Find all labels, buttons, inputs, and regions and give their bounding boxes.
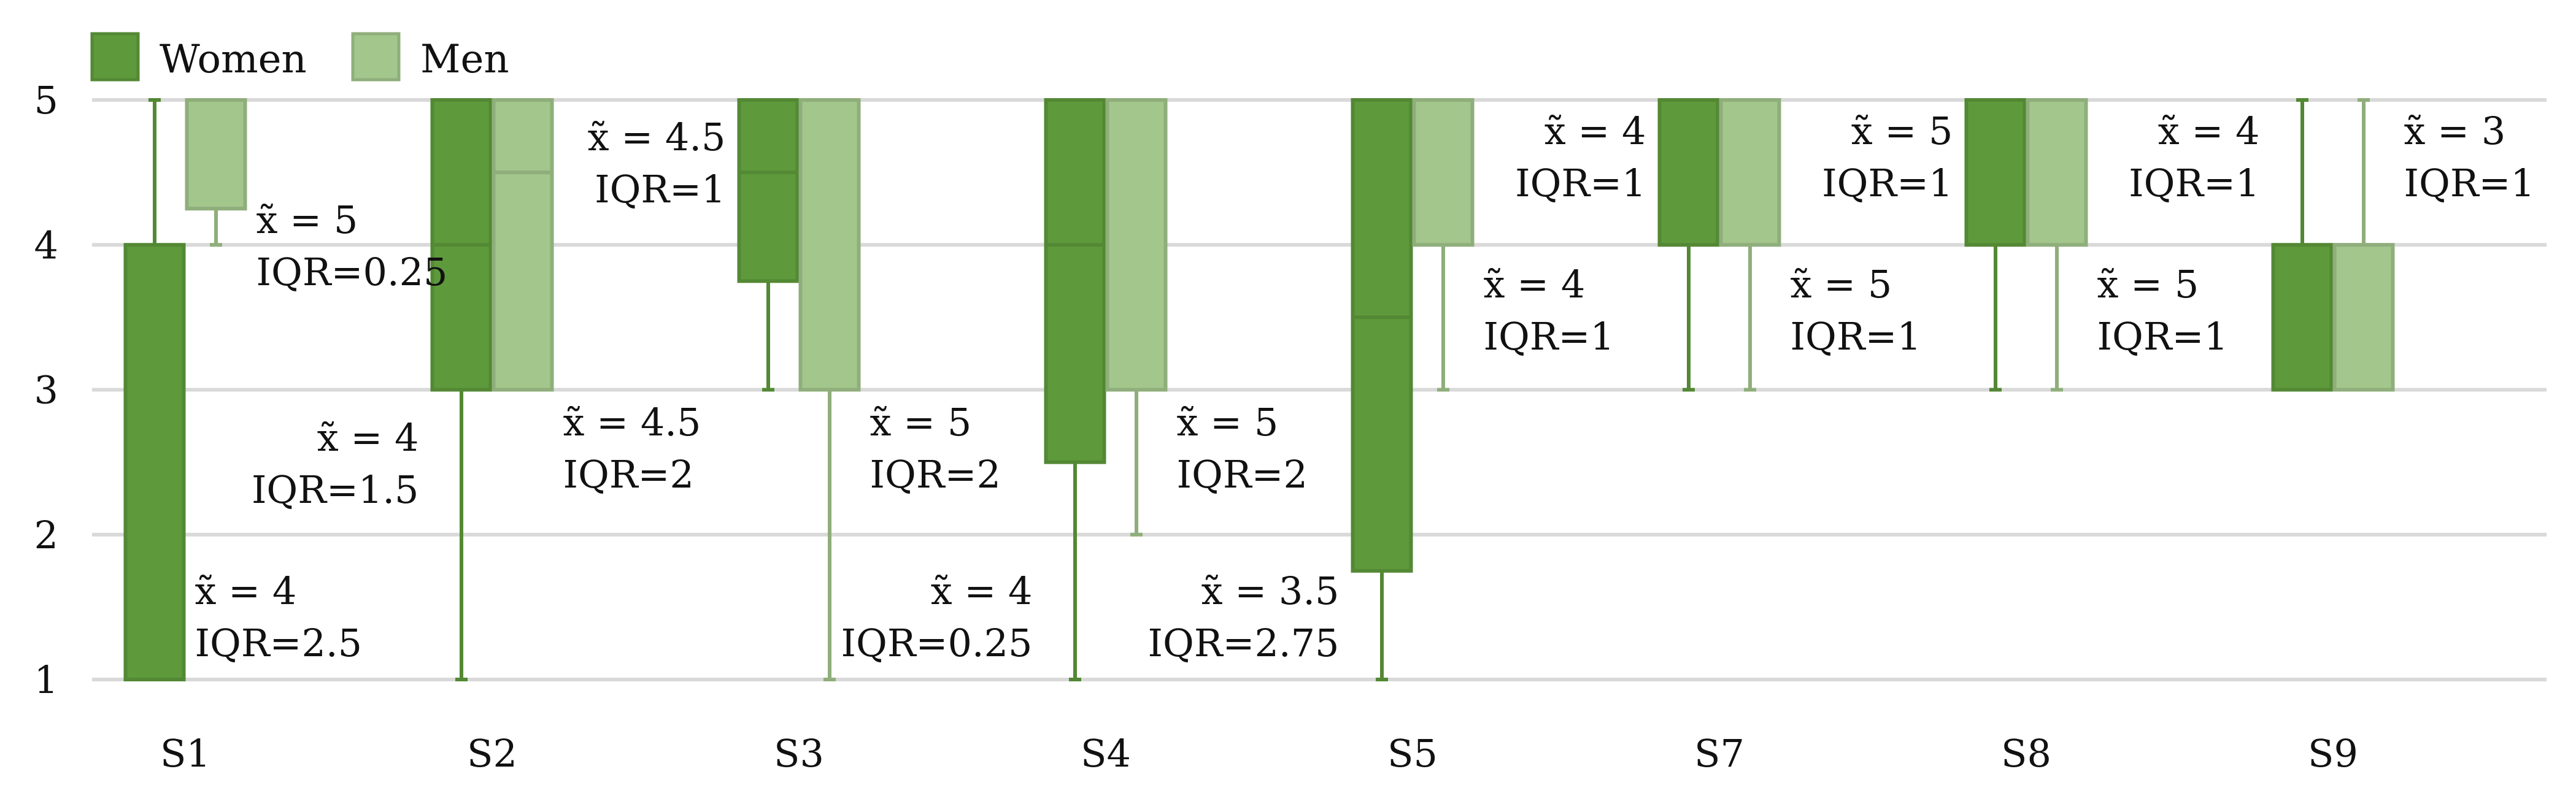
box-women-s5 <box>1353 100 1411 680</box>
box-women-s2 <box>433 100 491 680</box>
median-annotation: x̃ = 3.5 <box>1201 569 1340 613</box>
iqr-annotation: IQR=1 <box>1515 161 1646 205</box>
iqr-annotation: IQR=1 <box>2404 161 2535 205</box>
box-women-s9 <box>2273 100 2332 390</box>
median-annotation: x̃ = 4 <box>931 569 1033 613</box>
box-men-s2 <box>494 100 552 390</box>
median-annotation: x̃ = 5 <box>256 197 358 242</box>
box-men-s8 <box>2028 100 2086 390</box>
box-iqr <box>2335 245 2393 389</box>
iqr-annotation: IQR=2.5 <box>195 621 363 665</box>
iqr-annotation: IQR=2 <box>870 452 1001 497</box>
iqr-annotation: IQR=0.25 <box>256 250 448 294</box>
box-iqr <box>1721 100 1780 245</box>
box-iqr <box>1967 100 2025 245</box>
box-men-s5 <box>1414 100 1473 390</box>
median-annotation: x̃ = 4 <box>1544 109 1646 153</box>
iqr-annotation: IQR=1 <box>1484 314 1614 359</box>
y-axis-ticks: 1 2 3 4 5 <box>34 78 58 702</box>
median-annotation: x̃ = 4 <box>2158 109 2260 153</box>
x-tick-label: S1 <box>160 731 210 776</box>
legend-item-men: Men <box>353 34 509 82</box>
legend-swatch <box>353 34 399 80</box>
iqr-annotation: IQR=2 <box>563 452 694 497</box>
median-annotation: x̃ = 5 <box>1177 400 1279 445</box>
box-men-s9 <box>2335 100 2393 390</box>
box-iqr <box>1046 100 1105 462</box>
x-tick-label: S7 <box>1694 731 1745 776</box>
box-iqr <box>494 100 552 390</box>
box-men-s3 <box>801 100 859 680</box>
legend-label: Men <box>420 37 509 82</box>
box-iqr <box>1108 100 1166 390</box>
box-iqr <box>801 100 859 390</box>
x-tick-label: S8 <box>2001 731 2051 776</box>
median-annotation: x̃ = 5 <box>1851 109 1953 153</box>
median-annotation: x̃ = 5 <box>870 400 972 445</box>
x-axis-ticks: S1 S2 S3 S4 S5 S7 S8 S9 <box>160 731 2358 776</box>
median-annotation: x̃ = 4 <box>1484 262 1586 307</box>
box-women-s8 <box>1967 100 2025 390</box>
iqr-annotation: IQR=0.25 <box>841 621 1033 665</box>
box-iqr <box>2028 100 2086 245</box>
x-tick-label: S2 <box>467 731 517 776</box>
iqr-annotation: IQR=1 <box>595 167 725 212</box>
iqr-annotation: IQR=1 <box>1791 314 1921 359</box>
legend: Women Men <box>92 34 509 82</box>
box-iqr <box>1660 100 1718 245</box>
box-women-s3 <box>739 100 798 390</box>
y-tick-label: 4 <box>34 223 58 267</box>
box-women-s7 <box>1660 100 1718 390</box>
box-iqr <box>2273 245 2332 389</box>
median-annotation: x̃ = 3 <box>2404 109 2506 153</box>
y-tick-label: 3 <box>34 368 58 413</box>
median-annotation: x̃ = 4 <box>195 569 297 613</box>
box-men-s1 <box>187 100 245 245</box>
median-annotation: x̃ = 5 <box>1791 262 1892 307</box>
x-tick-label: S9 <box>2308 731 2358 776</box>
box-iqr <box>1353 100 1411 571</box>
x-tick-label: S4 <box>1081 731 1131 776</box>
y-tick-label: 2 <box>34 513 58 557</box>
median-annotation: x̃ = 4.5 <box>588 115 726 159</box>
iqr-annotation: IQR=1 <box>2097 314 2228 359</box>
median-annotation: x̃ = 5 <box>2097 262 2199 307</box>
box-iqr <box>739 100 798 281</box>
box-women-s4 <box>1046 100 1105 680</box>
y-tick-label: 1 <box>34 657 58 702</box>
legend-swatch <box>92 34 138 80</box>
box-iqr <box>187 100 245 209</box>
legend-item-women: Women <box>92 34 307 82</box>
box-iqr <box>1414 100 1473 245</box>
box-iqr <box>126 245 184 680</box>
y-tick-label: 5 <box>34 78 58 123</box>
median-annotation: x̃ = 4 <box>317 415 419 460</box>
box-men-s7 <box>1721 100 1780 390</box>
iqr-annotation: IQR=1 <box>1822 161 1953 205</box>
iqr-annotation: IQR=1.5 <box>252 467 419 512</box>
box-men-s4 <box>1108 100 1166 535</box>
x-tick-label: S3 <box>774 731 824 776</box>
box-women-s1 <box>126 100 184 680</box>
iqr-annotation: IQR=2.75 <box>1148 621 1340 665</box>
iqr-annotation: IQR=2 <box>1177 452 1308 497</box>
x-tick-label: S5 <box>1387 731 1438 776</box>
median-annotation: x̃ = 4.5 <box>563 400 701 445</box>
legend-label: Women <box>160 37 307 82</box>
iqr-annotation: IQR=1 <box>2129 161 2259 205</box>
